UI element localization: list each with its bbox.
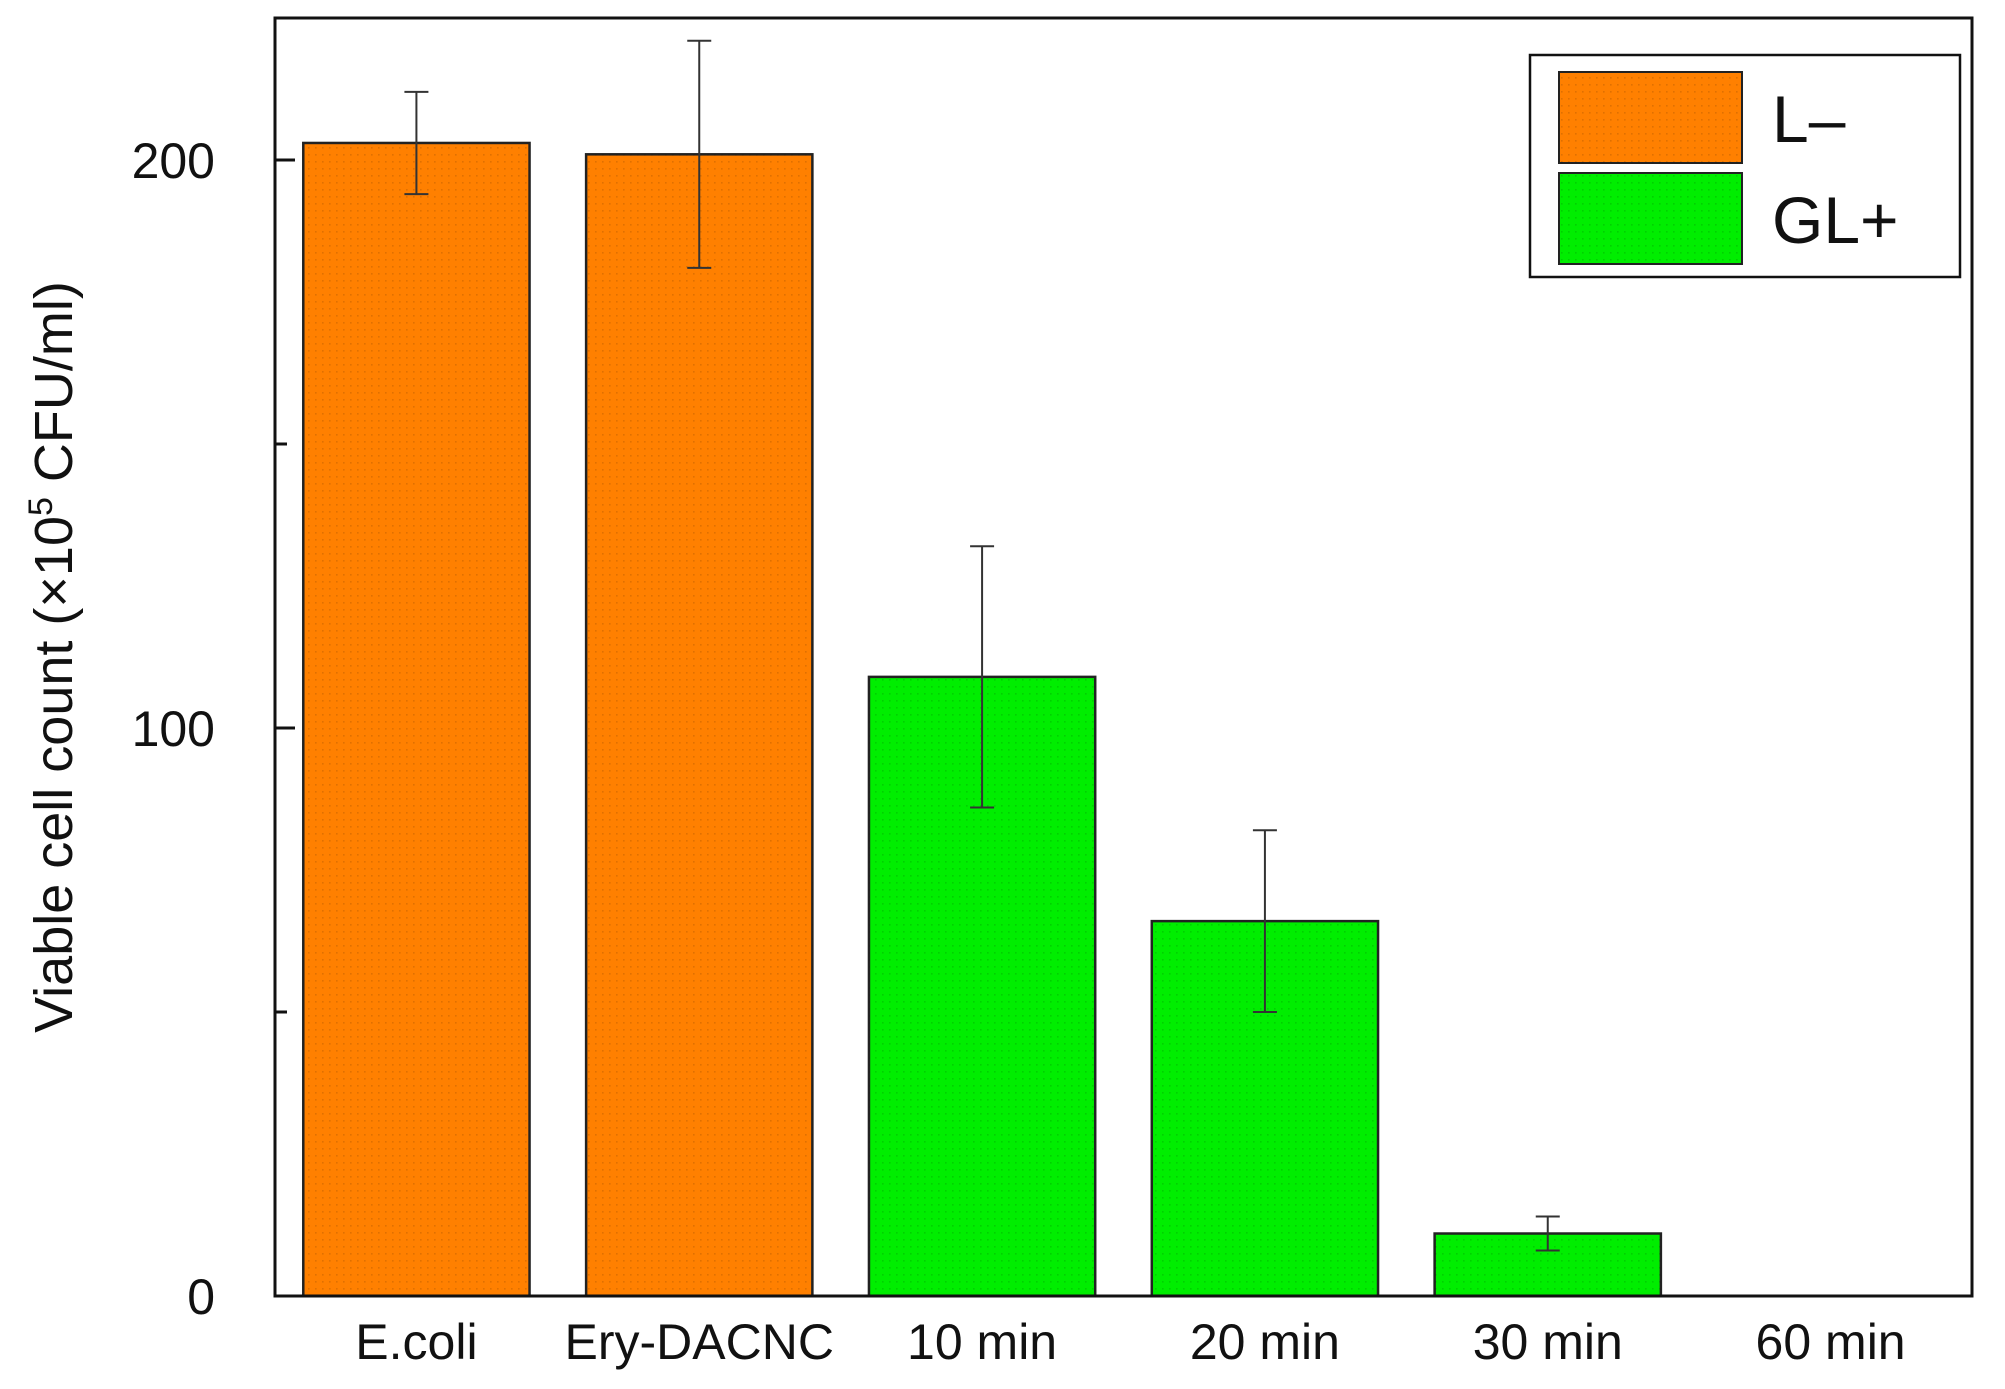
error-bar-20-min <box>1252 829 1277 1013</box>
x-tick-label-e-coli: E.coli <box>355 1314 477 1370</box>
y-axis: 0 100 200 <box>132 133 295 1325</box>
y-tick-label-100: 100 <box>132 701 215 757</box>
bars-layer <box>302 141 1663 1298</box>
x-axis: E.coli Ery-DACNC 10 min 20 min 30 min 60 min <box>355 1314 1905 1370</box>
bar-texture-ery-dacnc <box>586 154 813 1296</box>
y-axis-title-prefix: Viable cell count (×10 <box>24 516 84 1033</box>
y-tick-label-0: 0 <box>187 1269 215 1325</box>
y-tick-label-200: 200 <box>132 133 215 189</box>
legend: L– GL+ <box>1528 53 1962 279</box>
legend-swatch-l-minus-texture <box>1559 72 1742 163</box>
error-bar-ery-dacnc <box>687 39 712 269</box>
y-axis-title-superscript: 5 <box>22 497 60 516</box>
x-tick-label-10-min: 10 min <box>907 1314 1057 1370</box>
y-axis-title: Viable cell count (×105 CFU/ml) <box>22 281 84 1033</box>
x-tick-label-20-min: 20 min <box>1190 1314 1340 1370</box>
legend-label-gl-plus: GL+ <box>1772 183 1899 257</box>
error-bar-30-min <box>1535 1215 1560 1252</box>
bar-texture-e-coli <box>303 142 530 1297</box>
plot-frame <box>273 16 1974 1298</box>
error-bar-e-coli <box>404 90 429 196</box>
x-tick-label-60-min: 60 min <box>1756 1314 1906 1370</box>
y-axis-title-suffix: CFU/ml) <box>24 281 84 497</box>
legend-swatch-gl-plus-texture <box>1559 173 1742 264</box>
error-bar-10-min <box>970 545 995 809</box>
x-tick-label-30-min: 30 min <box>1473 1314 1623 1370</box>
x-tick-label-ery-dacnc: Ery-DACNC <box>565 1314 834 1370</box>
legend-label-l-minus: L– <box>1772 82 1846 156</box>
error-bars-layer <box>404 39 1560 1252</box>
